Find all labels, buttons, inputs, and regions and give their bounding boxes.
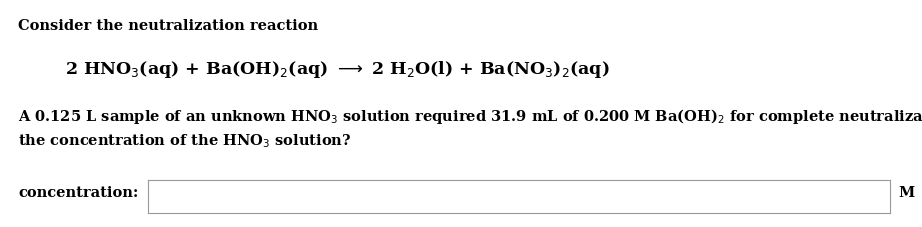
Text: 2 HNO$_{3}$(aq) + Ba(OH)$_{2}$(aq) $\longrightarrow$ 2 H$_{2}$O(l) + Ba(NO$_{3}$: 2 HNO$_{3}$(aq) + Ba(OH)$_{2}$(aq) $\lon… (65, 59, 609, 80)
Text: Consider the neutralization reaction: Consider the neutralization reaction (18, 19, 318, 33)
Text: concentration:: concentration: (18, 186, 138, 200)
Text: the concentration of the HNO$_{3}$ solution?: the concentration of the HNO$_{3}$ solut… (18, 132, 351, 150)
Text: A 0.125 L sample of an unknown HNO$_{3}$ solution required 31.9 mL of 0.200 M Ba: A 0.125 L sample of an unknown HNO$_{3}$… (18, 107, 922, 126)
Text: M: M (898, 186, 915, 200)
